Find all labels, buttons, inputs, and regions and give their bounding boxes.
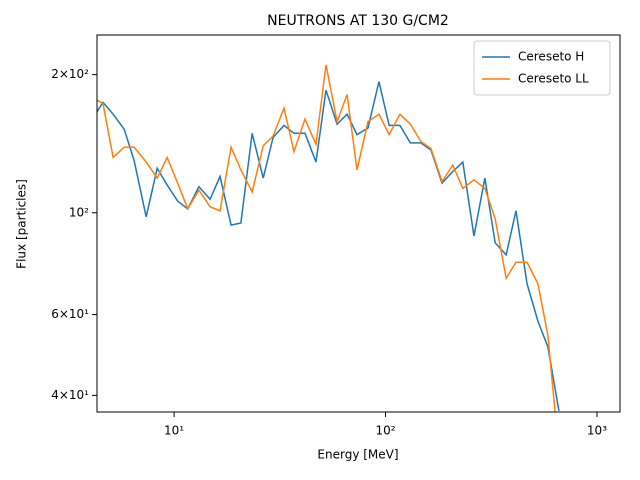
- x-tick-label: 10¹: [164, 424, 184, 438]
- axes-frame: [96, 34, 621, 413]
- y-tick-label: 4×10¹: [51, 388, 89, 402]
- y-tick-label: 6×10¹: [51, 307, 89, 321]
- legend-label: Cereseto LL: [518, 72, 589, 86]
- x-axis-label: Energy [MeV]: [317, 448, 398, 462]
- chart-title: NEUTRONS AT 130 G/CM2: [267, 13, 449, 29]
- plot-area: [97, 64, 560, 412]
- series-line: [97, 81, 560, 412]
- y-tick-label: 2×10²: [51, 67, 89, 81]
- series-line: [97, 64, 556, 412]
- y-tick-label: 10²: [69, 205, 89, 219]
- legend-box: [473, 40, 611, 96]
- y-axis-label: Flux [particles]: [15, 179, 29, 269]
- x-tick-label: 10²: [375, 424, 395, 438]
- x-tick-label: 10³: [587, 424, 607, 438]
- legend-label: Cereseto H: [518, 50, 584, 64]
